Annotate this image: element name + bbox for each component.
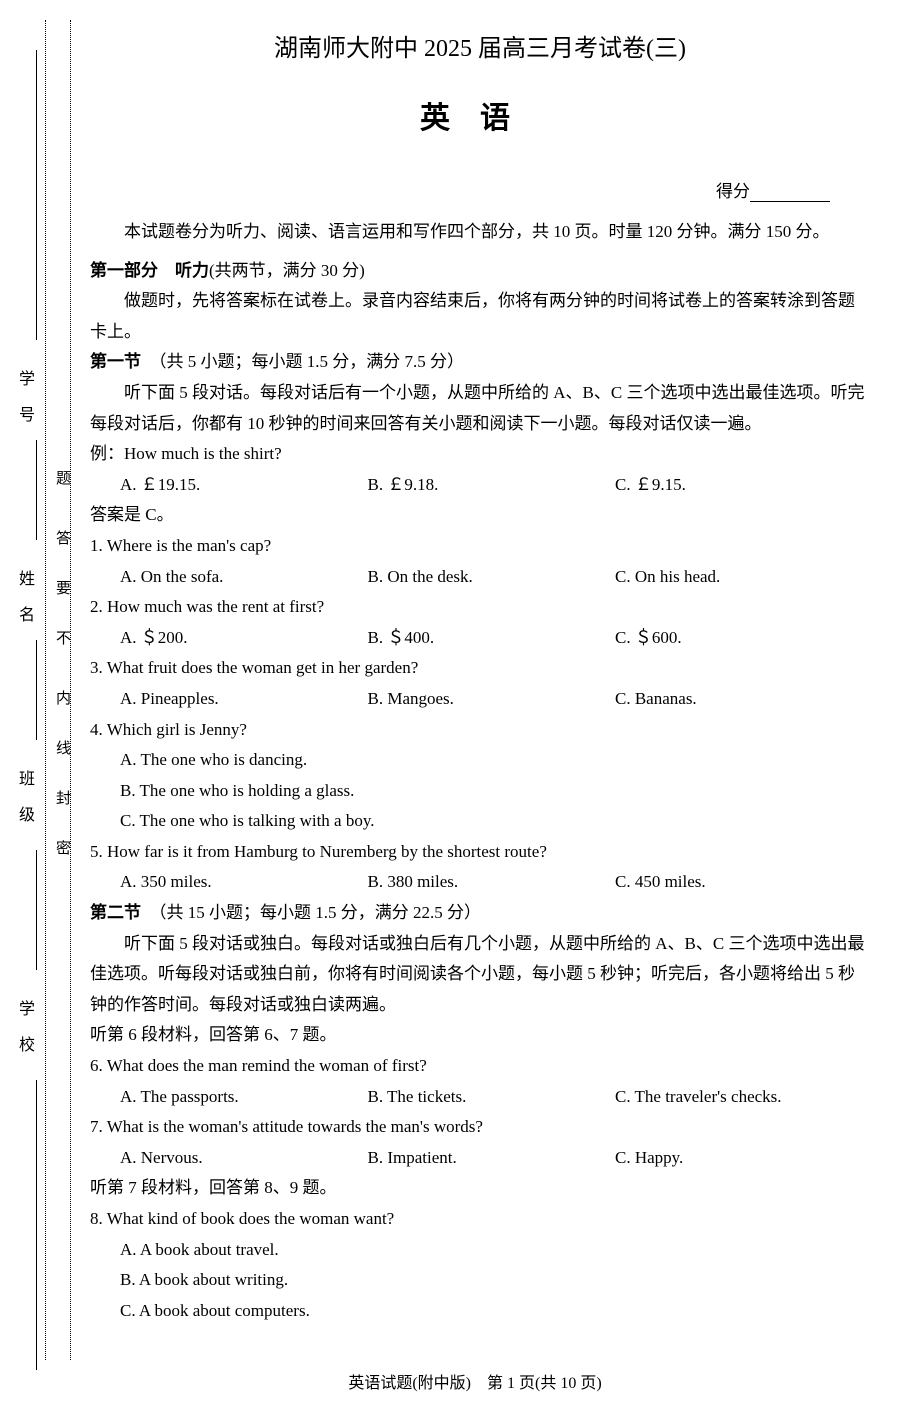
material6: 听第 6 段材料，回答第 6、7 题。 <box>90 1020 870 1051</box>
q3-opt-b: B. Mangoes. <box>368 684 616 715</box>
sidebar-vline <box>36 850 37 970</box>
sidebar-vline <box>36 640 37 740</box>
q4-opt-c: C. The one who is talking with a boy. <box>90 806 870 837</box>
section1-title: 第一节 <box>90 352 141 371</box>
q4-stem: 4. Which girl is Jenny? <box>90 715 870 746</box>
section1-paren: （共 5 小题；每小题 1.5 分，满分 7.5 分） <box>158 352 464 371</box>
sidebar: 学号姓名班级学校 题答要不内线封密 <box>0 20 70 1360</box>
q2-options: A. ＄200. B. ＄400. C. ＄600. <box>90 623 870 654</box>
q1-options: A. On the sofa. B. On the desk. C. On hi… <box>90 562 870 593</box>
sidebar-label-inner: 密 <box>52 840 73 861</box>
sidebar-label-outer: 姓名 <box>12 570 36 642</box>
example-label: 例： <box>90 444 124 463</box>
q7-stem: 7. What is the woman's attitude towards … <box>90 1112 870 1143</box>
page-footer: 英语试题(附中版) 第 1 页(共 10 页) <box>80 1369 870 1393</box>
q6-options: A. The passports. B. The tickets. C. The… <box>90 1082 870 1113</box>
example-answer: 答案是 C。 <box>90 500 870 531</box>
page-container: 湖南师大附中 2025 届高三月考试卷(三) 英语 得分 本试题卷分为听力、阅读… <box>80 10 870 1408</box>
q6-opt-a: A. The passports. <box>120 1082 368 1113</box>
sidebar-label-outer: 学号 <box>12 370 36 442</box>
q1-opt-b: B. On the desk. <box>368 562 616 593</box>
q4-opt-b: B. The one who is holding a glass. <box>90 776 870 807</box>
dotted-line-outer <box>45 20 46 1360</box>
sidebar-label-inner: 要 <box>52 580 73 601</box>
q6-opt-b: B. The tickets. <box>368 1082 616 1113</box>
q3-options: A. Pineapples. B. Mangoes. C. Bananas. <box>90 684 870 715</box>
part1-paren: (共两节，满分 30 分) <box>209 261 365 280</box>
part1-pre-instruction: 做题时，先将答案标在试卷上。录音内容结束后，你将有两分钟的时间将试卷上的答案转涂… <box>90 286 870 347</box>
section1-header: 第一节 （共 5 小题；每小题 1.5 分，满分 7.5 分） <box>90 347 870 378</box>
q7-opt-a: A. Nervous. <box>120 1143 368 1174</box>
q7-options: A. Nervous. B. Impatient. C. Happy. <box>90 1143 870 1174</box>
example-opt-b: B. ￡9.18. <box>368 470 616 501</box>
q6-opt-c: C. The traveler's checks. <box>615 1082 863 1113</box>
q7-opt-b: B. Impatient. <box>368 1143 616 1174</box>
q5-options: A. 350 miles. B. 380 miles. C. 450 miles… <box>90 867 870 898</box>
sidebar-label-outer: 班级 <box>12 770 36 842</box>
q2-opt-b: B. ＄400. <box>368 623 616 654</box>
subject-title: 英语 <box>90 93 870 137</box>
q3-opt-a: A. Pineapples. <box>120 684 368 715</box>
q5-opt-b: B. 380 miles. <box>368 867 616 898</box>
q1-opt-a: A. On the sofa. <box>120 562 368 593</box>
part1-header: 第一部分 听力(共两节，满分 30 分) <box>90 256 870 287</box>
sidebar-label-inner: 线 <box>52 740 73 761</box>
example-line: 例：How much is the shirt? <box>90 439 870 470</box>
sidebar-label-inner: 答 <box>52 530 73 551</box>
section2-instruction: 听下面 5 段对话或独白。每段对话或独白后有几个小题，从题中所给的 A、B、C … <box>90 929 870 1021</box>
part1-title: 第一部分 听力 <box>90 261 209 280</box>
q4-opt-a: A. The one who is dancing. <box>90 745 870 776</box>
q2-stem: 2. How much was the rent at first? <box>90 592 870 623</box>
q8-opt-c: C. A book about computers. <box>90 1296 870 1327</box>
q5-stem: 5. How far is it from Hamburg to Nurembe… <box>90 837 870 868</box>
section2-paren: （共 15 小题；每小题 1.5 分，满分 22.5 分） <box>158 903 481 922</box>
score-underline <box>750 201 830 202</box>
section2-title: 第二节 <box>90 903 141 922</box>
example-opt-c: C. ￡9.15. <box>615 470 863 501</box>
q8-stem: 8. What kind of book does the woman want… <box>90 1204 870 1235</box>
intro-text: 本试题卷分为听力、阅读、语言运用和写作四个部分，共 10 页。时量 120 分钟… <box>90 217 870 248</box>
q1-opt-c: C. On his head. <box>615 562 863 593</box>
score-label: 得分 <box>716 182 750 201</box>
section2-header: 第二节 （共 15 小题；每小题 1.5 分，满分 22.5 分） <box>90 898 870 929</box>
q5-opt-a: A. 350 miles. <box>120 867 368 898</box>
example-opt-a: A. ￡19.15. <box>120 470 368 501</box>
sidebar-label-inner: 内 <box>52 690 73 711</box>
example-options: A. ￡19.15. B. ￡9.18. C. ￡9.15. <box>90 470 870 501</box>
sidebar-label-outer: 学校 <box>12 1000 36 1072</box>
sidebar-vline <box>36 50 37 340</box>
sidebar-vline <box>36 1080 37 1370</box>
q7-opt-c: C. Happy. <box>615 1143 863 1174</box>
q8-opt-b: B. A book about writing. <box>90 1265 870 1296</box>
q2-opt-a: A. ＄200. <box>120 623 368 654</box>
material7: 听第 7 段材料，回答第 8、9 题。 <box>90 1173 870 1204</box>
score-line: 得分 <box>90 177 870 202</box>
q3-stem: 3. What fruit does the woman get in her … <box>90 653 870 684</box>
main-title: 湖南师大附中 2025 届高三月考试卷(三) <box>90 28 870 63</box>
q5-opt-c: C. 450 miles. <box>615 867 863 898</box>
sidebar-label-inner: 题 <box>52 470 73 491</box>
q1-stem: 1. Where is the man's cap? <box>90 531 870 562</box>
q6-stem: 6. What does the man remind the woman of… <box>90 1051 870 1082</box>
sidebar-vline <box>36 440 37 540</box>
q8-opt-a: A. A book about travel. <box>90 1235 870 1266</box>
sidebar-label-inner: 封 <box>52 790 73 811</box>
content-area: 湖南师大附中 2025 届高三月考试卷(三) 英语 得分 本试题卷分为听力、阅读… <box>90 28 870 1326</box>
section1-instruction: 听下面 5 段对话。每段对话后有一个小题，从题中所给的 A、B、C 三个选项中选… <box>90 378 870 439</box>
example-q: How much is the shirt? <box>124 444 282 463</box>
q2-opt-c: C. ＄600. <box>615 623 863 654</box>
q3-opt-c: C. Bananas. <box>615 684 863 715</box>
sidebar-label-inner: 不 <box>52 630 73 651</box>
